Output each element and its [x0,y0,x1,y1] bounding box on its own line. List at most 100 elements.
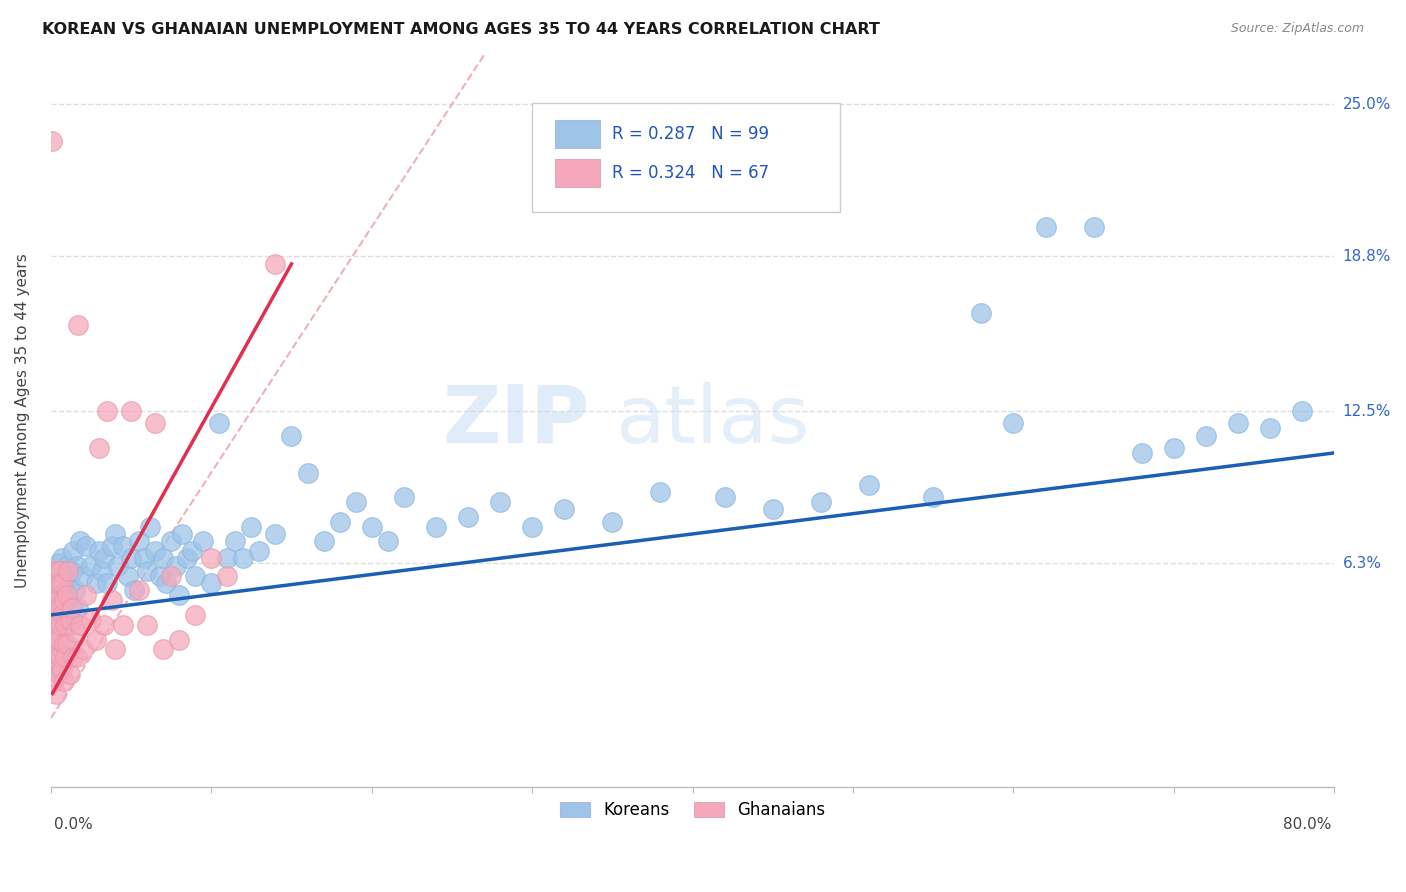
Point [155,576,177,591]
Point [45,607,67,622]
Point [59,576,82,591]
Point [56,637,79,651]
Point [87,544,110,558]
Point [152,551,174,566]
Point [63,583,86,598]
Point [48,576,70,591]
Point [42,564,65,578]
Point [45,687,67,701]
Point [46,613,69,627]
Point [136,617,159,632]
Point [62,649,84,664]
Text: atlas: atlas [616,382,810,460]
Point [181,544,204,558]
Point [48,600,70,615]
Point [392,490,415,504]
Point [280,428,302,442]
Point [1130,446,1153,460]
Point [240,519,263,533]
Point [42,564,65,578]
Point [184,568,207,582]
Point [59,613,82,627]
Point [69,617,91,632]
Point [489,495,512,509]
Point [247,544,270,558]
Point [91,564,114,578]
Point [217,551,239,566]
Point [46,662,69,676]
Point [75,588,97,602]
Point [160,568,183,582]
Point [1258,421,1281,435]
Point [45,657,67,671]
Point [53,649,76,664]
Point [1163,441,1185,455]
Text: 6.3%: 6.3% [1343,556,1382,571]
Text: 80.0%: 80.0% [1284,817,1331,832]
Point [122,583,145,598]
Point [51,576,73,591]
Point [217,568,239,582]
Point [312,534,335,549]
Point [53,583,76,598]
Point [1035,220,1057,235]
Point [42,583,65,598]
Point [56,558,79,573]
Text: R = 0.324   N = 67: R = 0.324 N = 67 [612,164,769,182]
Point [58,593,80,607]
Point [167,632,190,647]
Point [46,564,69,578]
Point [41,576,63,591]
Point [922,490,945,504]
Point [120,551,142,566]
Point [67,318,90,333]
Point [602,515,624,529]
Point [72,568,94,582]
Point [52,607,75,622]
Point [762,502,785,516]
Text: ZIP: ZIP [443,382,591,460]
Text: KOREAN VS GHANAIAN UNEMPLOYMENT AMONG AGES 35 TO 44 YEARS CORRELATION CHART: KOREAN VS GHANAIAN UNEMPLOYMENT AMONG AG… [42,22,880,37]
Text: 18.8%: 18.8% [1343,249,1391,264]
Point [75,539,97,553]
Point [1291,404,1313,418]
Point [858,478,880,492]
Point [344,495,367,509]
Point [297,466,319,480]
Point [60,564,83,578]
Point [84,632,107,647]
Point [457,509,479,524]
Point [152,642,174,657]
Point [160,534,183,549]
Point [87,441,110,455]
Point [49,564,72,578]
Point [49,613,72,627]
Point [46,617,69,632]
Point [132,551,155,566]
Point [184,607,207,622]
Point [224,534,246,549]
Point [42,674,65,689]
Point [58,564,80,578]
Text: 25.0%: 25.0% [1343,96,1391,112]
FancyBboxPatch shape [531,103,841,212]
Point [93,551,115,566]
Point [650,485,672,500]
Point [51,625,73,640]
Legend: Koreans, Ghanaians: Koreans, Ghanaians [553,795,832,826]
Point [1002,417,1025,431]
Point [41,593,63,607]
Text: R = 0.287   N = 99: R = 0.287 N = 99 [612,125,769,143]
Point [41,613,63,627]
Point [45,600,67,615]
Point [264,527,287,541]
Point [112,617,135,632]
Point [80,558,103,573]
Point [69,534,91,549]
Point [104,642,127,657]
Point [56,613,79,627]
Point [63,625,86,640]
Point [1083,220,1105,235]
Point [46,568,69,582]
Point [553,502,575,516]
